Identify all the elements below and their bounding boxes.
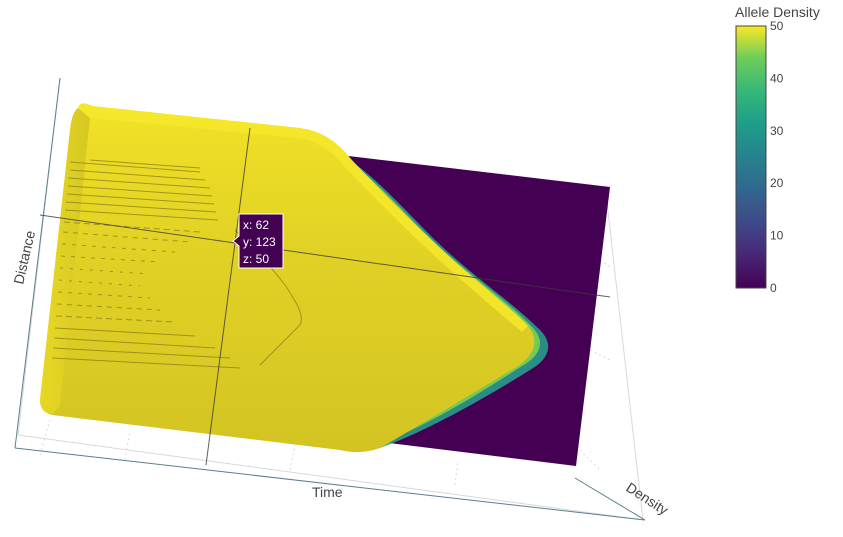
contour-line <box>60 255 161 263</box>
contour-line <box>58 279 141 287</box>
grid-line <box>589 349 611 361</box>
contour-lines <box>51 159 302 369</box>
contour-line <box>67 185 213 197</box>
colorbar-tick-label: 30 <box>770 124 784 138</box>
colorbar-bar <box>735 25 767 289</box>
y-axis-title: Distance <box>10 229 38 286</box>
colorbar-tick-label: 10 <box>770 229 784 243</box>
contour-line <box>64 209 219 221</box>
grid-line <box>39 419 51 456</box>
axis-line-z <box>574 477 646 521</box>
contour-line <box>51 357 241 369</box>
spike-line-y <box>39 214 611 298</box>
contour-line <box>62 231 191 243</box>
z-axis-title: Density <box>623 479 671 518</box>
grid-line <box>124 429 131 461</box>
ridge-left-face <box>40 108 90 415</box>
grid-line <box>604 184 644 521</box>
spike-line-x <box>205 127 251 466</box>
x-axis-title: Time <box>312 484 343 500</box>
colorbar-tick-label: 20 <box>770 176 784 190</box>
colorbar-ticks: 0 10 20 30 40 50 <box>770 19 784 295</box>
hover-spikes <box>39 127 611 466</box>
colorbar-tick-label: 0 <box>770 281 777 295</box>
contour-line <box>63 221 201 233</box>
colorbar[interactable]: Allele Density 0 10 20 30 40 50 <box>735 4 820 295</box>
contour-line <box>53 337 216 349</box>
scene-axes <box>14 77 646 521</box>
colorbar-tick-label: 40 <box>770 71 784 85</box>
axis-line-x <box>14 447 646 521</box>
contour-line <box>56 303 161 311</box>
transition-band <box>330 150 549 448</box>
contour-line <box>66 193 215 205</box>
contour-line <box>69 169 206 181</box>
hover-y-text: y: 123 <box>243 235 276 249</box>
contour-line <box>52 347 231 359</box>
axis-line-y <box>14 77 61 449</box>
contour-line <box>65 201 217 213</box>
grid-line <box>599 259 613 269</box>
transition-band-inner <box>325 148 540 446</box>
hover-tooltip-box <box>232 213 284 269</box>
grid-line <box>289 444 296 471</box>
hover-tooltip: x: 62 y: 123 z: 50 <box>232 213 284 269</box>
hover-x-text: x: 62 <box>243 218 269 232</box>
contour-line <box>54 327 196 337</box>
contour-line <box>89 159 201 169</box>
colorbar-tick-label: 50 <box>770 19 784 33</box>
colorbar-title: Allele Density <box>735 4 820 20</box>
grid-line <box>17 434 644 521</box>
contour-line <box>67 177 211 189</box>
grid-line <box>454 459 459 486</box>
grid-line <box>579 449 601 471</box>
contour-line <box>69 161 201 173</box>
ridge-surface <box>40 103 535 453</box>
hover-z-text: z: 50 <box>243 252 269 266</box>
